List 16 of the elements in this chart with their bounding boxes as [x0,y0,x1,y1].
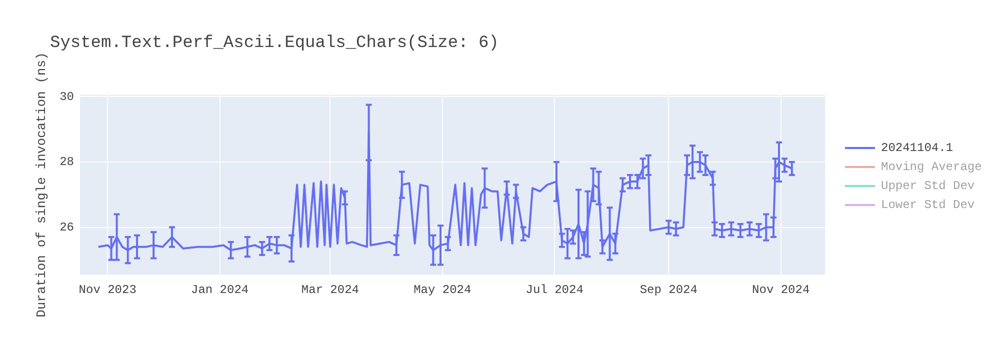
x-tick-label: Nov 2024 [752,282,810,297]
y-tick-label: 28 [60,155,74,170]
legend-label: Upper Std Dev [881,178,975,192]
legend-label: 20241104.1 [881,140,954,154]
y-axis-title: Duration of single invocation (ns) [34,52,50,318]
x-tick-label: Jan 2024 [191,282,249,297]
legend-label: Lower Std Dev [881,198,975,212]
y-tick-label: 30 [60,90,74,104]
x-tick-label: Jul 2024 [526,282,584,297]
y-tick-label: 26 [60,220,74,234]
x-tick-label: Mar 2024 [301,282,359,297]
legend-label: Moving Average [881,160,982,174]
x-tick-label: Nov 2023 [78,282,136,297]
chart-title: System.Text.Perf_Ascii.Equals_Chars(Size: 6) [50,34,499,53]
x-tick-label: May 2024 [414,282,472,297]
x-tick-label: Sep 2024 [640,282,698,297]
